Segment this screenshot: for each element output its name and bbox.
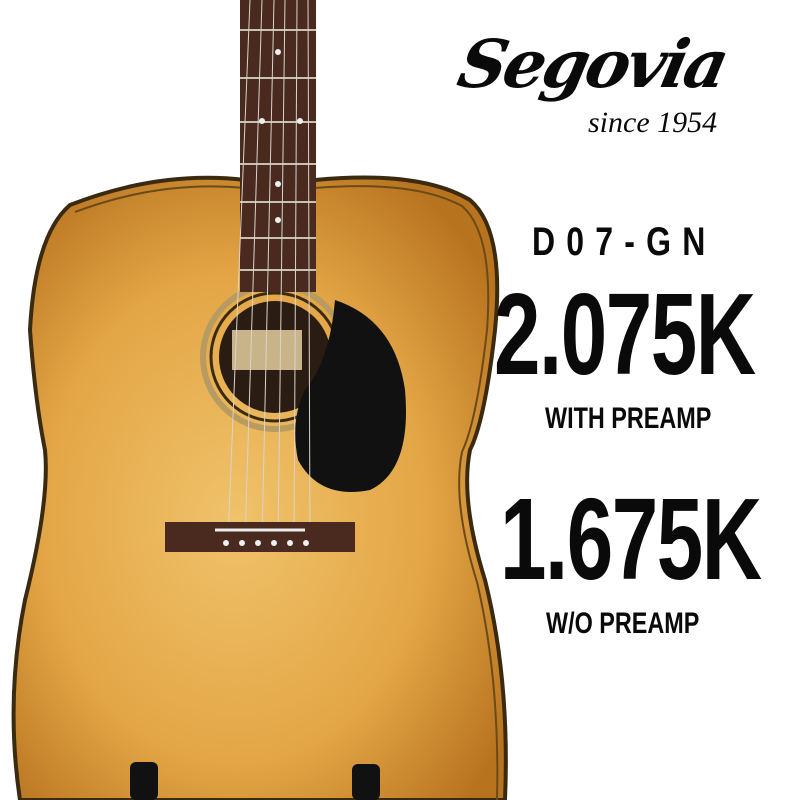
label-without-preamp: W/O PREAMP	[546, 607, 700, 640]
segovia-logo: Segovia	[451, 25, 734, 103]
logo-tagline: since 1954	[588, 106, 718, 139]
strings	[227, 0, 311, 541]
bridge	[165, 522, 355, 552]
guitar-stand	[130, 762, 380, 800]
pickguard	[295, 300, 406, 492]
neck	[240, 0, 316, 292]
price-with-preamp: 2.075K	[494, 269, 756, 399]
model-number: D07-GN	[532, 220, 717, 264]
label-with-preamp: WITH PREAMP	[545, 402, 712, 435]
price-without-preamp: 1.675K	[500, 474, 762, 604]
